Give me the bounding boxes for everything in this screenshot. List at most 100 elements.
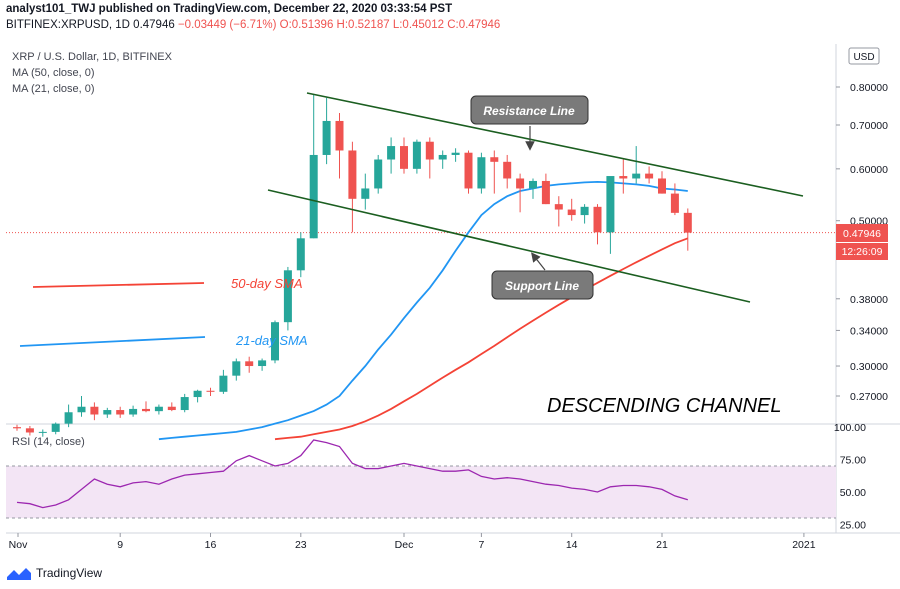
close-value: C:0.47946 — [447, 19, 501, 31]
support-callout: Support Line — [491, 252, 594, 300]
candle-body — [245, 361, 254, 367]
candle-body — [38, 431, 47, 433]
candle — [361, 173, 370, 210]
candle-body — [387, 146, 396, 160]
time-tick-label: Nov — [9, 539, 28, 551]
rsi-line — [16, 439, 688, 509]
last-price: 0.47946 — [133, 19, 175, 31]
candle — [309, 94, 318, 239]
candle — [658, 171, 666, 194]
candle — [283, 266, 292, 331]
high-value: H:0.52187 — [336, 19, 390, 31]
brand[interactable]: TradingView — [6, 565, 102, 581]
candle-body — [64, 412, 73, 424]
candle-body — [632, 173, 641, 179]
low-value: L:0.45012 — [392, 19, 444, 31]
time-tick-label: 7 — [478, 539, 484, 551]
time-tick-label: 9 — [117, 539, 123, 551]
candle — [103, 407, 112, 418]
time-tick-label: 16 — [205, 539, 217, 551]
candle — [129, 405, 138, 417]
pattern-annotation: DESCENDING CHANNEL — [547, 395, 781, 417]
candle — [64, 404, 73, 428]
candle-body — [116, 410, 125, 415]
candle — [412, 139, 421, 174]
currency-label: USD — [853, 52, 874, 63]
candle-body — [683, 212, 692, 233]
candle-body — [593, 206, 602, 233]
candle — [619, 159, 628, 194]
rsi-tick-label: 50.00 — [840, 487, 866, 499]
candle — [232, 358, 241, 381]
candle-body — [129, 408, 138, 415]
candle-body — [258, 360, 267, 367]
candle-body — [309, 154, 318, 239]
brand-name: TradingView — [36, 566, 103, 580]
candle — [464, 150, 473, 194]
candle-body — [142, 408, 150, 412]
candle — [219, 369, 228, 394]
candle-body — [412, 141, 421, 169]
candle — [529, 178, 537, 199]
candle-body — [541, 180, 550, 205]
candle-body — [451, 152, 460, 155]
legend-rsi: RSI (14, close) — [12, 436, 85, 448]
candle-body — [516, 178, 525, 189]
candle-body — [219, 375, 228, 392]
candle — [400, 137, 408, 174]
candle — [142, 401, 150, 413]
rsi-tick-label: 25.00 — [840, 520, 866, 532]
candle — [245, 356, 254, 373]
candle-body — [374, 159, 383, 189]
resistance-callout: Resistance Line — [470, 95, 589, 151]
candle — [567, 198, 576, 221]
candle-body — [529, 180, 537, 189]
time-tick-label: 23 — [295, 539, 307, 551]
candle — [645, 166, 654, 184]
candle — [477, 152, 486, 194]
ma21-line — [158, 180, 688, 441]
ma21-reference-line — [19, 336, 206, 347]
usd-badge[interactable]: USD — [848, 47, 880, 65]
candle-body — [400, 146, 408, 169]
candle — [438, 150, 447, 169]
candle-body — [193, 390, 202, 398]
candle-body — [322, 120, 331, 155]
candle — [335, 113, 344, 179]
time-tick-label: 14 — [566, 539, 578, 551]
candle — [77, 396, 86, 417]
candle — [670, 183, 679, 216]
candle-body — [283, 270, 292, 323]
symbol: BITFINEX:XRPUSD, 1D — [6, 19, 130, 31]
candle-body — [580, 206, 589, 216]
resistance-channel-line — [306, 92, 804, 197]
current-price-label: 0.47946 — [843, 228, 881, 240]
candle — [167, 402, 176, 412]
legend-ma50: MA (50, close, 0) — [12, 67, 95, 79]
price-change: −0.03449 (−6.71%) — [177, 19, 277, 31]
price-ticks: 0.270000.300000.340000.380000.500000.600… — [836, 82, 888, 403]
candle — [13, 424, 21, 431]
candle-body — [25, 428, 34, 433]
rsi-tick-label: 100.00 — [834, 422, 866, 434]
candle-body — [51, 423, 60, 432]
candle-body — [567, 209, 576, 216]
candle-body — [77, 406, 86, 413]
chart-title: XRP / U.S. Dollar, 1D, BITFINEX — [12, 51, 172, 63]
price-tick-label: 0.30000 — [850, 361, 888, 373]
candle-body — [348, 150, 357, 199]
publisher-line: analyst101_TWJ published on TradingView.… — [6, 3, 453, 15]
candle — [387, 137, 396, 174]
candle — [503, 154, 512, 189]
current-price-tag: 0.47946 12:26:09 — [836, 224, 888, 260]
candle — [38, 429, 47, 437]
candle-body — [271, 322, 279, 361]
candle — [593, 204, 602, 245]
candle-body — [670, 193, 679, 213]
candle — [51, 422, 60, 435]
candle — [580, 204, 589, 224]
time-tick-label: 2021 — [792, 539, 816, 551]
sma50-annotation: 50-day SMA — [231, 276, 303, 291]
time-ticks: Nov 9 16 23 Dec 7 14 21 2021 — [9, 533, 816, 551]
